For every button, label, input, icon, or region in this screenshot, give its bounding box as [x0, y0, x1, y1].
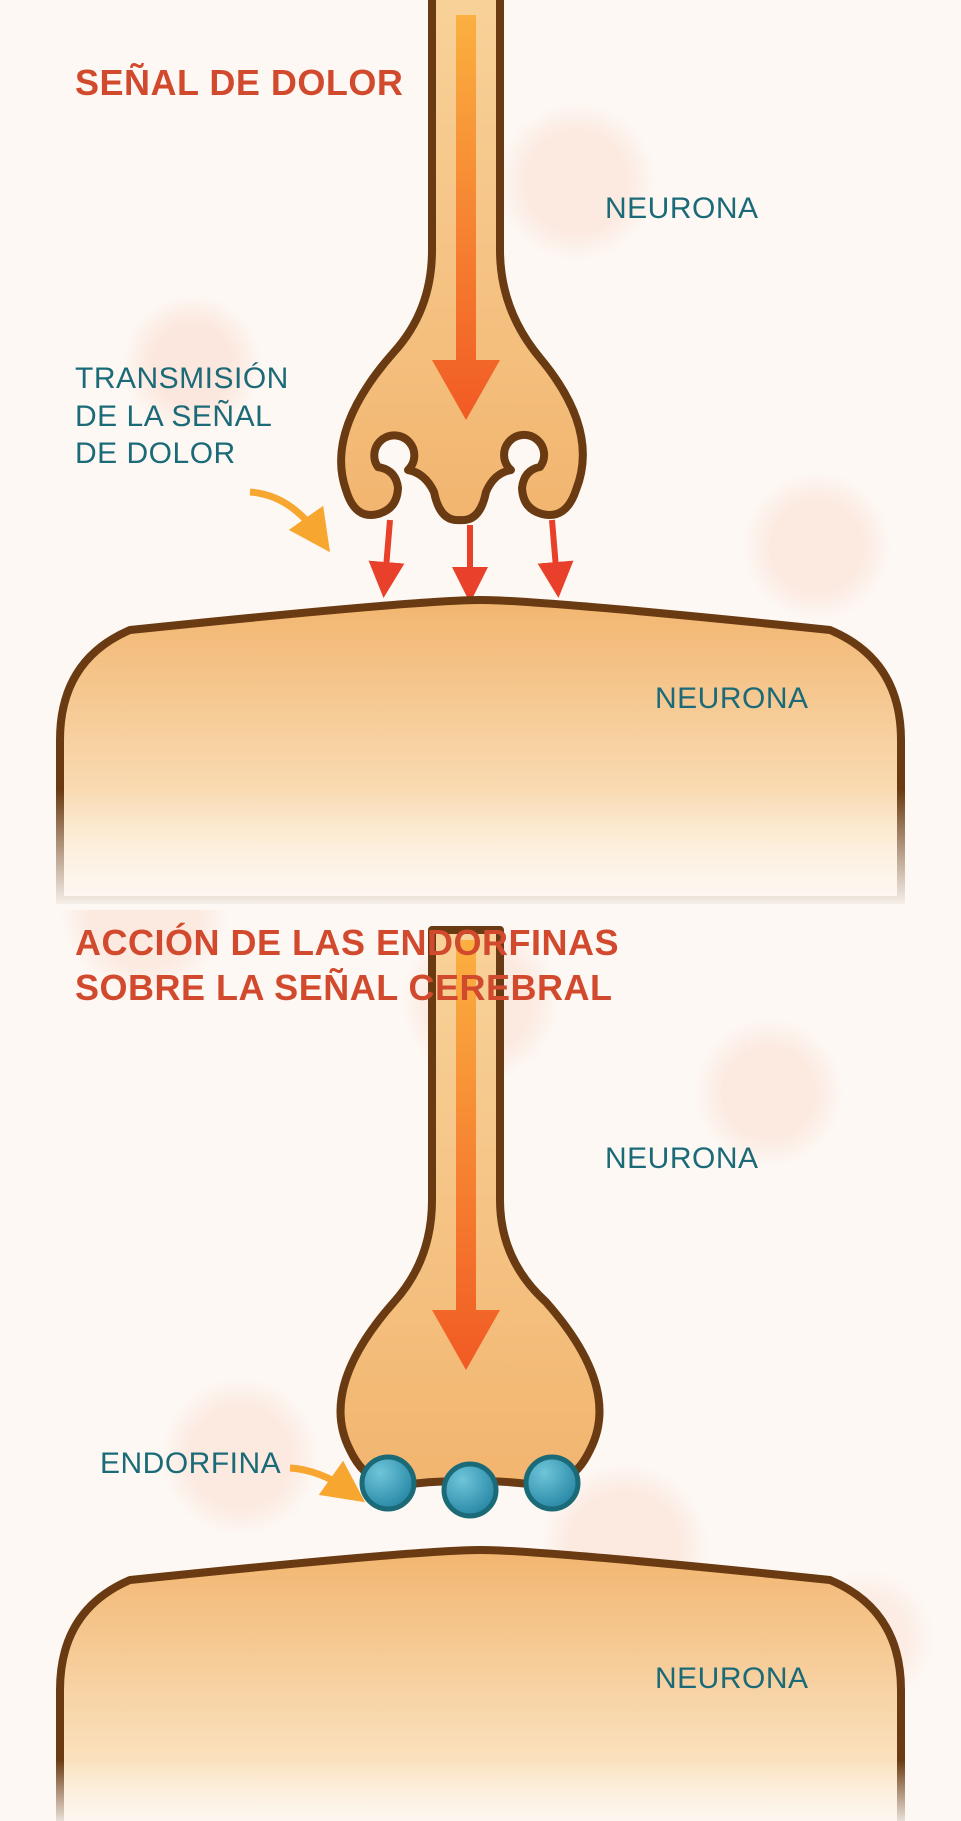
panel1-lower-fade — [0, 790, 961, 910]
endorphin-1 — [362, 1457, 414, 1509]
panel2-neurona-bottom-label: NEURONA — [655, 1660, 809, 1698]
panel2-neurona-top-label: NEURONA — [605, 1140, 759, 1178]
endorphin-2 — [444, 1464, 496, 1516]
panel1-title: SEÑAL DE DOLOR — [75, 60, 403, 105]
panel2-lower-fade — [0, 1760, 961, 1821]
panel1-neurona-bottom-label: NEURONA — [655, 680, 809, 718]
panel1-yellow-arrow — [250, 492, 318, 535]
vesicle-arrow-3 — [552, 520, 557, 580]
endorphin-molecules — [362, 1457, 578, 1516]
endorphin-3 — [526, 1457, 578, 1509]
panel2-title: ACCIÓN DE LAS ENDORFINAS SOBRE LA SEÑAL … — [75, 920, 619, 1010]
vesicle-arrow-1 — [385, 520, 390, 580]
panel2-endorfina-label: ENDORFINA — [100, 1445, 281, 1483]
panel2-yellow-arrow — [290, 1468, 348, 1490]
panel1-neurona-top-label: NEURONA — [605, 190, 759, 228]
panel1-transmision-label: TRANSMISIÓN DE LA SEÑAL DE DOLOR — [75, 360, 289, 473]
panel1-vesicle-arrows — [385, 520, 557, 585]
diagram-svg — [0, 0, 961, 1821]
